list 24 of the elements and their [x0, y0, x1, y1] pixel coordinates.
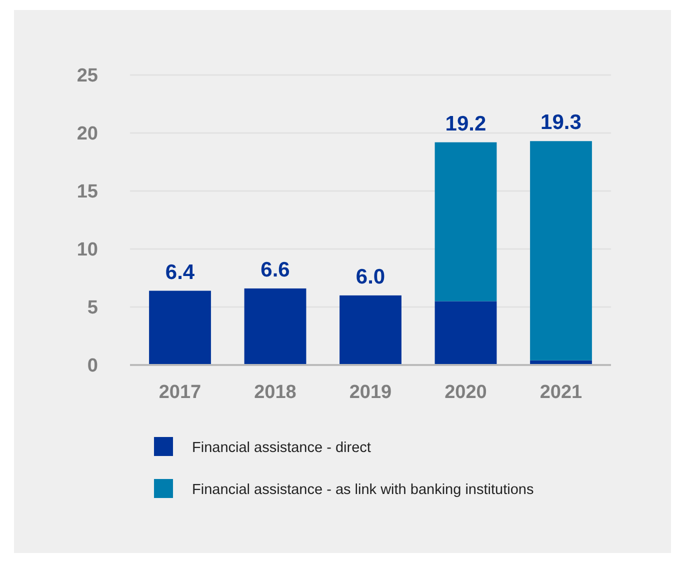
- y-tick-label: 15: [76, 182, 98, 203]
- total-label: 6.6: [260, 258, 290, 282]
- x-tick-label: 2017: [158, 382, 202, 403]
- bar: [530, 141, 592, 360]
- y-tick-label: 10: [76, 240, 98, 261]
- x-tick-label: 2019: [349, 382, 392, 403]
- y-tick-label: 5: [87, 298, 98, 319]
- total-label: 6.0: [356, 265, 386, 288]
- x-tick-label: 2020: [444, 382, 487, 403]
- y-tick-label: 25: [76, 66, 98, 87]
- total-label: 19.2: [445, 112, 486, 136]
- y-tick-label: 0: [87, 356, 98, 377]
- bar: [149, 290, 211, 365]
- legend-label: Financial assistance - direct: [192, 440, 371, 456]
- x-tick-label: 2018: [254, 382, 296, 403]
- bar: [244, 288, 306, 365]
- bar: [340, 295, 402, 365]
- total-label: 6.4: [165, 260, 195, 284]
- total-label: 19.3: [540, 111, 582, 134]
- bar: [434, 301, 497, 365]
- legend-label: Financial assistance - as link with banking institutions: [192, 482, 534, 498]
- y-tick-label: 20: [76, 124, 98, 145]
- x-tick-label: 2021: [540, 382, 583, 403]
- bar: [434, 142, 497, 302]
